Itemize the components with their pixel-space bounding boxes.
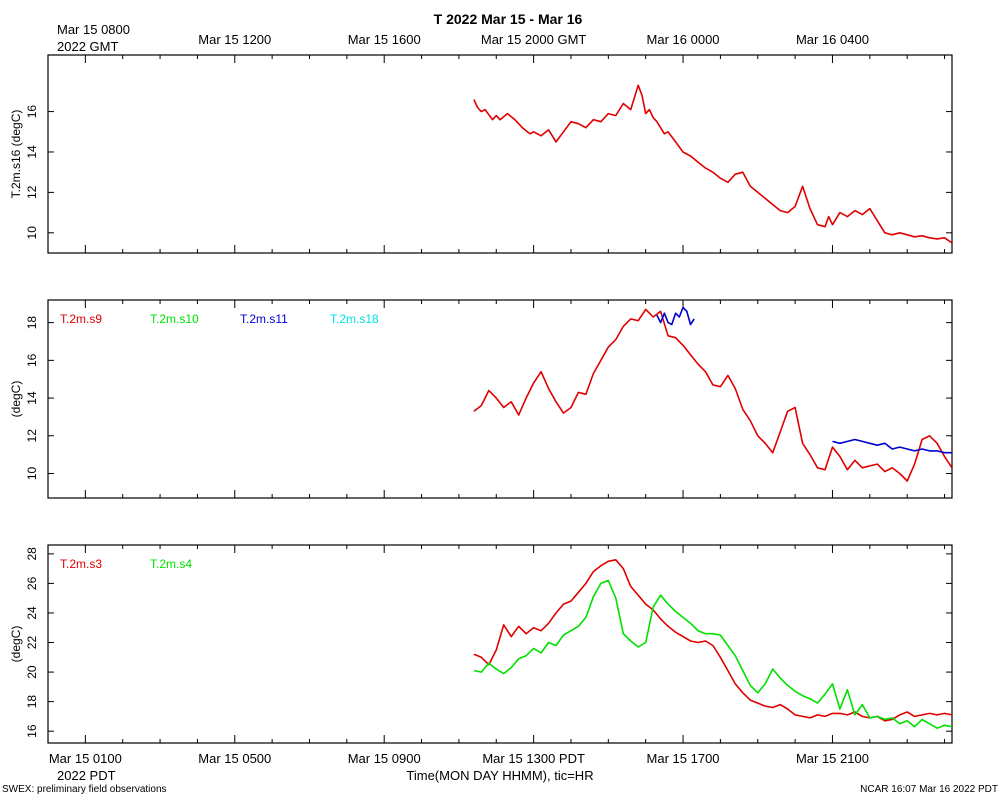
y-tick-label: 20: [25, 665, 39, 679]
bottom-axis-label: Mar 15 0500: [198, 751, 271, 766]
chart-title: T 2022 Mar 15 - Mar 16: [434, 11, 583, 27]
plot-frame: [47, 299, 953, 499]
bottom-axis-label: Mar 15 0100: [49, 751, 122, 766]
bottom-axis-label: Mar 15 2100: [796, 751, 869, 766]
y-tick-label: 22: [25, 636, 39, 650]
x-axis-title: Time(MON DAY HHMM), tic=HR: [406, 768, 593, 783]
bottom-axis-label: Mar 15 1300 PDT: [482, 751, 585, 766]
bottom-axis-label: Mar 15 0900: [348, 751, 421, 766]
y-axis-label: T.2m.s16 (degC): [9, 110, 23, 199]
y-axis-label: (degC): [9, 381, 23, 418]
y-tick-label: 18: [25, 695, 39, 709]
top-axis-label: Mar 15 2000 GMT: [481, 32, 587, 47]
y-axis-label: (degC): [9, 626, 23, 663]
top-axis-label: Mar 15 1200: [198, 32, 271, 47]
bottom-axis-labels: Mar 15 0100 Mar 15 0500 Mar 15 0900 Mar 15 …: [49, 751, 869, 766]
panel-t2m-s9-s10-s11-s18: 10 12 14 16 18 (degC) T.2m.s9 T.2m.s10 T.2m.s11 T…: [9, 299, 953, 499]
y-tick-label: 12: [25, 429, 39, 443]
legend-entry-t-2m-s11: T.2m.s11: [240, 312, 288, 326]
y-tick-label: 28: [25, 547, 39, 561]
y-tick-label: 14: [25, 391, 39, 405]
y-tick-label: 16: [25, 353, 39, 367]
y-tick-label: 10: [25, 466, 39, 480]
y-tick-label: 26: [25, 576, 39, 590]
series-line-t-2m-s3: [473, 558, 953, 722]
series-line-t-2m-s4: [473, 579, 953, 730]
series-line-t-2m-s11: [832, 438, 952, 454]
top-axis-label: Mar 16 0400: [796, 32, 869, 47]
footer-stamp: NCAR 16:07 Mar 16 2022 PDT: [860, 784, 998, 795]
series-line-t-2m-s9: [473, 308, 953, 482]
top-axis-label: Mar 16 0000: [647, 32, 720, 47]
plot-frame: [47, 544, 953, 744]
series-line-t-2m-s11: [656, 306, 695, 326]
legend-entry-t-2m-s4: T.2m.s4: [150, 557, 192, 571]
top-axis-labels: Mar 15 0800 Mar 15 1200 Mar 15 1600 Mar 15 …: [57, 22, 869, 47]
y-tick-label: 24: [25, 606, 39, 620]
legend-entry-t-2m-s10: T.2m.s10: [150, 312, 199, 326]
legend-entry-t-2m-s3: T.2m.s3: [60, 557, 102, 571]
legend-entry-t-2m-s9: T.2m.s9: [60, 312, 102, 326]
y-tick-label: 16: [25, 724, 39, 738]
panel-t2m-s3-s4: 16 18 20 22 24 26 28 (degC) T.2m.s3 T.2m.s4: [9, 544, 953, 744]
top-axis-label: Mar 15 1600: [348, 32, 421, 47]
bottom-axis-sublabel: 2022 PDT: [57, 768, 116, 783]
plot-frame: [47, 54, 953, 254]
y-tick-label: 18: [25, 316, 39, 330]
y-tick-label: 14: [25, 145, 39, 159]
panel-t2m-s16: 10 12 14 16T.2m.s16 (degC): [9, 54, 953, 254]
top-axis-label: Mar 15 0800: [57, 22, 130, 37]
y-tick-label: 16: [25, 105, 39, 119]
legend-entry-t-2m-s18: T.2m.s18: [330, 312, 379, 326]
footer-note: SWEX: preliminary field observations: [2, 784, 167, 795]
y-tick-label: 10: [25, 226, 39, 240]
top-axis-sublabel: 2022 GMT: [57, 39, 118, 54]
y-tick-label: 12: [25, 185, 39, 199]
series-line-t-2m-s16: [473, 84, 953, 244]
bottom-axis-label: Mar 15 1700: [647, 751, 720, 766]
